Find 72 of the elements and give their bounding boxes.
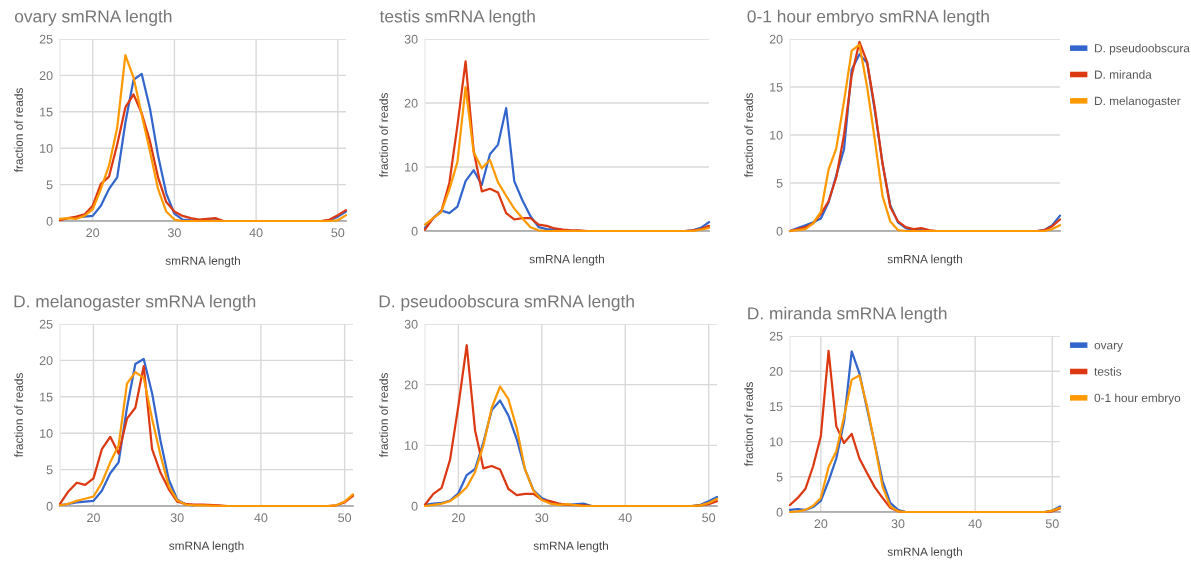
y-tick-label: 0 [776,226,783,236]
x-axis-title: smRNA length [887,254,962,266]
y-tick-label: 10 [40,429,53,438]
y-tick-label: 20 [404,380,418,390]
y-tick-label: 15 [770,402,783,412]
x-tick-label: 40 [254,513,268,523]
y-tick-label: 20 [769,367,783,376]
chart-title: D. melanogaster smRNA length [14,294,256,311]
legend-label: D. pseudoobscura [1095,43,1190,55]
y-axis-title: fraction of reads [744,382,753,467]
x-axis-title: smRNA length [533,541,608,553]
x-tick-label: 30 [167,228,181,238]
x-tick-label: 20 [452,513,465,523]
y-tick-label: 15 [40,392,53,402]
chart-title: D. pseudoobscura smRNA length [379,294,634,311]
y-tick-label: 20 [39,356,53,366]
y-tick-label: 30 [404,319,418,329]
y-tick-label: 5 [46,465,53,475]
x-tick-label: 50 [331,228,345,238]
x-tick-label: 50 [338,513,352,523]
x-tick-label: 30 [891,519,905,529]
x-tick-label: 20 [86,228,100,238]
y-axis-title: fraction of reads [379,93,388,178]
chart-title: ovary smRNA length [14,9,172,26]
y-tick-label: 30 [404,34,418,44]
y-tick-label: 20 [39,71,53,81]
y-tick-label: 10 [770,437,783,447]
x-tick-label: 40 [618,513,632,523]
legend-label: ovary [1094,342,1123,352]
y-tick-label: 10 [405,441,418,450]
y-tick-label: 0 [46,501,53,511]
y-tick-label: 0 [411,226,418,236]
x-tick-label: 50 [702,513,716,523]
x-tick-label: 50 [1045,519,1059,529]
y-tick-label: 0 [46,216,53,226]
x-axis-title: smRNA length [169,541,244,553]
x-tick-label: 40 [968,519,982,529]
y-tick-label: 5 [776,178,783,188]
y-axis-title: fraction of reads [379,373,388,458]
y-axis-title: fraction of reads [14,88,23,173]
x-tick-label: 40 [249,228,263,238]
y-tick-label: 25 [39,319,53,329]
x-tick-label: 20 [87,513,100,523]
y-tick-label: 0 [411,501,418,511]
y-tick-label: 25 [769,331,783,341]
y-tick-label: 20 [404,98,418,108]
legend-label: testis [1094,367,1122,376]
y-tick-label: 15 [770,82,783,92]
chart-title: D. miranda smRNA length [748,306,947,323]
x-tick-label: 30 [535,513,549,523]
legend-label: D. miranda [1095,70,1152,79]
y-tick-label: 5 [776,472,783,482]
y-axis-title: fraction of reads [14,373,23,458]
x-tick-label: 30 [170,513,184,523]
x-tick-label: 20 [814,519,828,529]
y-tick-label: 10 [405,162,418,172]
legend-label: 0-1 hour embryo [1094,393,1181,405]
x-axis-title: smRNA length [165,256,240,268]
chart-title: testis smRNA length [379,9,535,26]
line-series [58,53,348,223]
chart-title: 0-1 hour embryo smRNA length [747,9,989,26]
y-tick-label: 10 [770,130,783,140]
legend-label: D. melanogaster [1095,96,1181,108]
y-tick-label: 10 [40,144,53,153]
y-axis-title: fraction of reads [744,93,753,178]
y-tick-label: 5 [46,180,53,190]
y-tick-label: 15 [40,107,53,117]
x-axis-title: smRNA length [529,254,604,266]
x-axis-title: smRNA length [887,547,962,559]
y-tick-label: 0 [776,507,783,517]
y-tick-label: 20 [769,34,783,44]
y-tick-label: 25 [39,34,53,44]
